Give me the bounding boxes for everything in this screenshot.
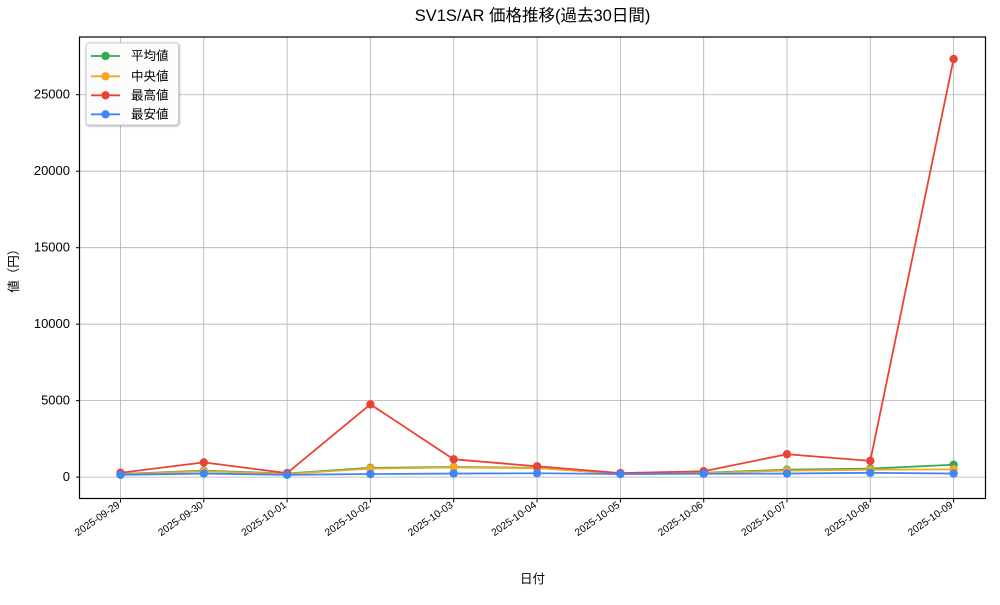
svg-text:15000: 15000 — [34, 240, 70, 255]
svg-text:5000: 5000 — [41, 393, 70, 408]
svg-text:SV1S/AR 価格推移(過去30日間): SV1S/AR 価格推移(過去30日間) — [415, 6, 651, 25]
svg-text:25000: 25000 — [34, 87, 70, 102]
svg-text:10000: 10000 — [34, 316, 70, 331]
svg-text:値（円）: 値（円） — [6, 243, 21, 293]
svg-text:最高値: 最高値 — [131, 87, 169, 102]
svg-text:中央値: 中央値 — [131, 68, 169, 83]
svg-text:0: 0 — [63, 469, 70, 484]
svg-text:20000: 20000 — [34, 163, 70, 178]
svg-text:最安値: 最安値 — [131, 106, 169, 121]
svg-text:日付: 日付 — [520, 572, 545, 586]
svg-text:平均値: 平均値 — [131, 48, 169, 63]
